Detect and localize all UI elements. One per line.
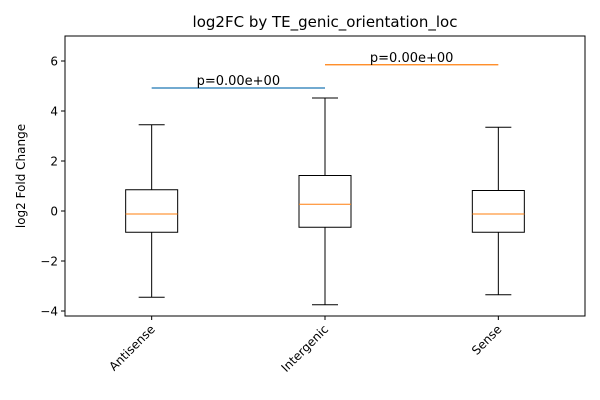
y-tick-label: −4 — [40, 305, 58, 319]
y-tick-label: −2 — [40, 255, 58, 269]
iqr-box — [298, 175, 352, 228]
box-antisense — [125, 124, 179, 298]
iqr-box — [471, 190, 525, 233]
y-axis-label: log2 Fold Change — [14, 124, 28, 228]
comparison-p-value: p=0.00e+00 — [197, 74, 281, 89]
box-intergenic — [298, 97, 352, 306]
plot-frame — [64, 35, 586, 317]
chart-title: log2FC by TE_genic_orientation_loc — [193, 13, 458, 32]
y-tick-label: 2 — [50, 155, 58, 169]
y-tick-label: 6 — [50, 55, 58, 69]
iqr-box — [125, 189, 179, 233]
y-tick-label: 4 — [50, 105, 58, 119]
y-tick-label: 0 — [50, 205, 58, 219]
box-sense — [471, 126, 525, 296]
comparison-p-value: p=0.00e+00 — [370, 51, 454, 66]
